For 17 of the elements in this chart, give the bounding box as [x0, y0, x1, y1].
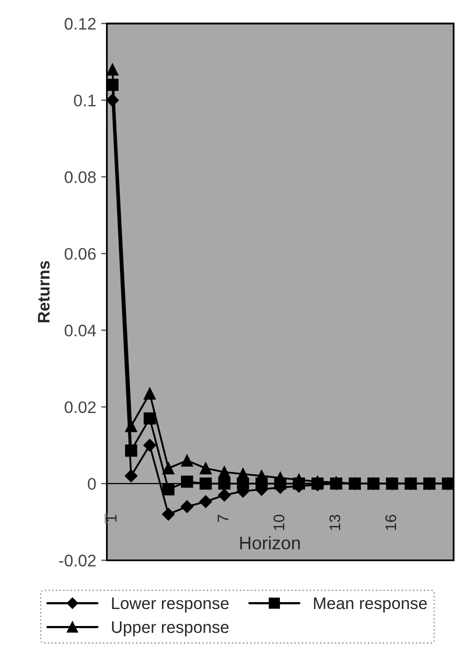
y-tick-label: 0.08	[64, 171, 96, 184]
y-tick-label: -0.02	[59, 554, 96, 566]
legend-label: Upper response	[112, 621, 229, 636]
legend-label: Mean response	[314, 598, 427, 612]
x-tick-label: 7	[218, 514, 228, 522]
y-tick-label: 0	[88, 478, 96, 490]
y-tick-label: 0.02	[64, 401, 96, 414]
legend-label: Lower response	[112, 598, 229, 612]
y-axis-title: Returns	[38, 261, 50, 322]
x-axis-title: Horizon	[240, 536, 300, 550]
y-tick-label: 0.12	[64, 18, 96, 30]
y-tick-label: 0.1	[74, 94, 96, 106]
x-tick-label: 13	[329, 514, 340, 530]
y-tick-label: 0.04	[64, 324, 96, 336]
x-tick-label: 10	[274, 514, 284, 530]
x-tick-label: 16	[385, 514, 396, 530]
y-tick-label: 0.06	[64, 248, 96, 260]
